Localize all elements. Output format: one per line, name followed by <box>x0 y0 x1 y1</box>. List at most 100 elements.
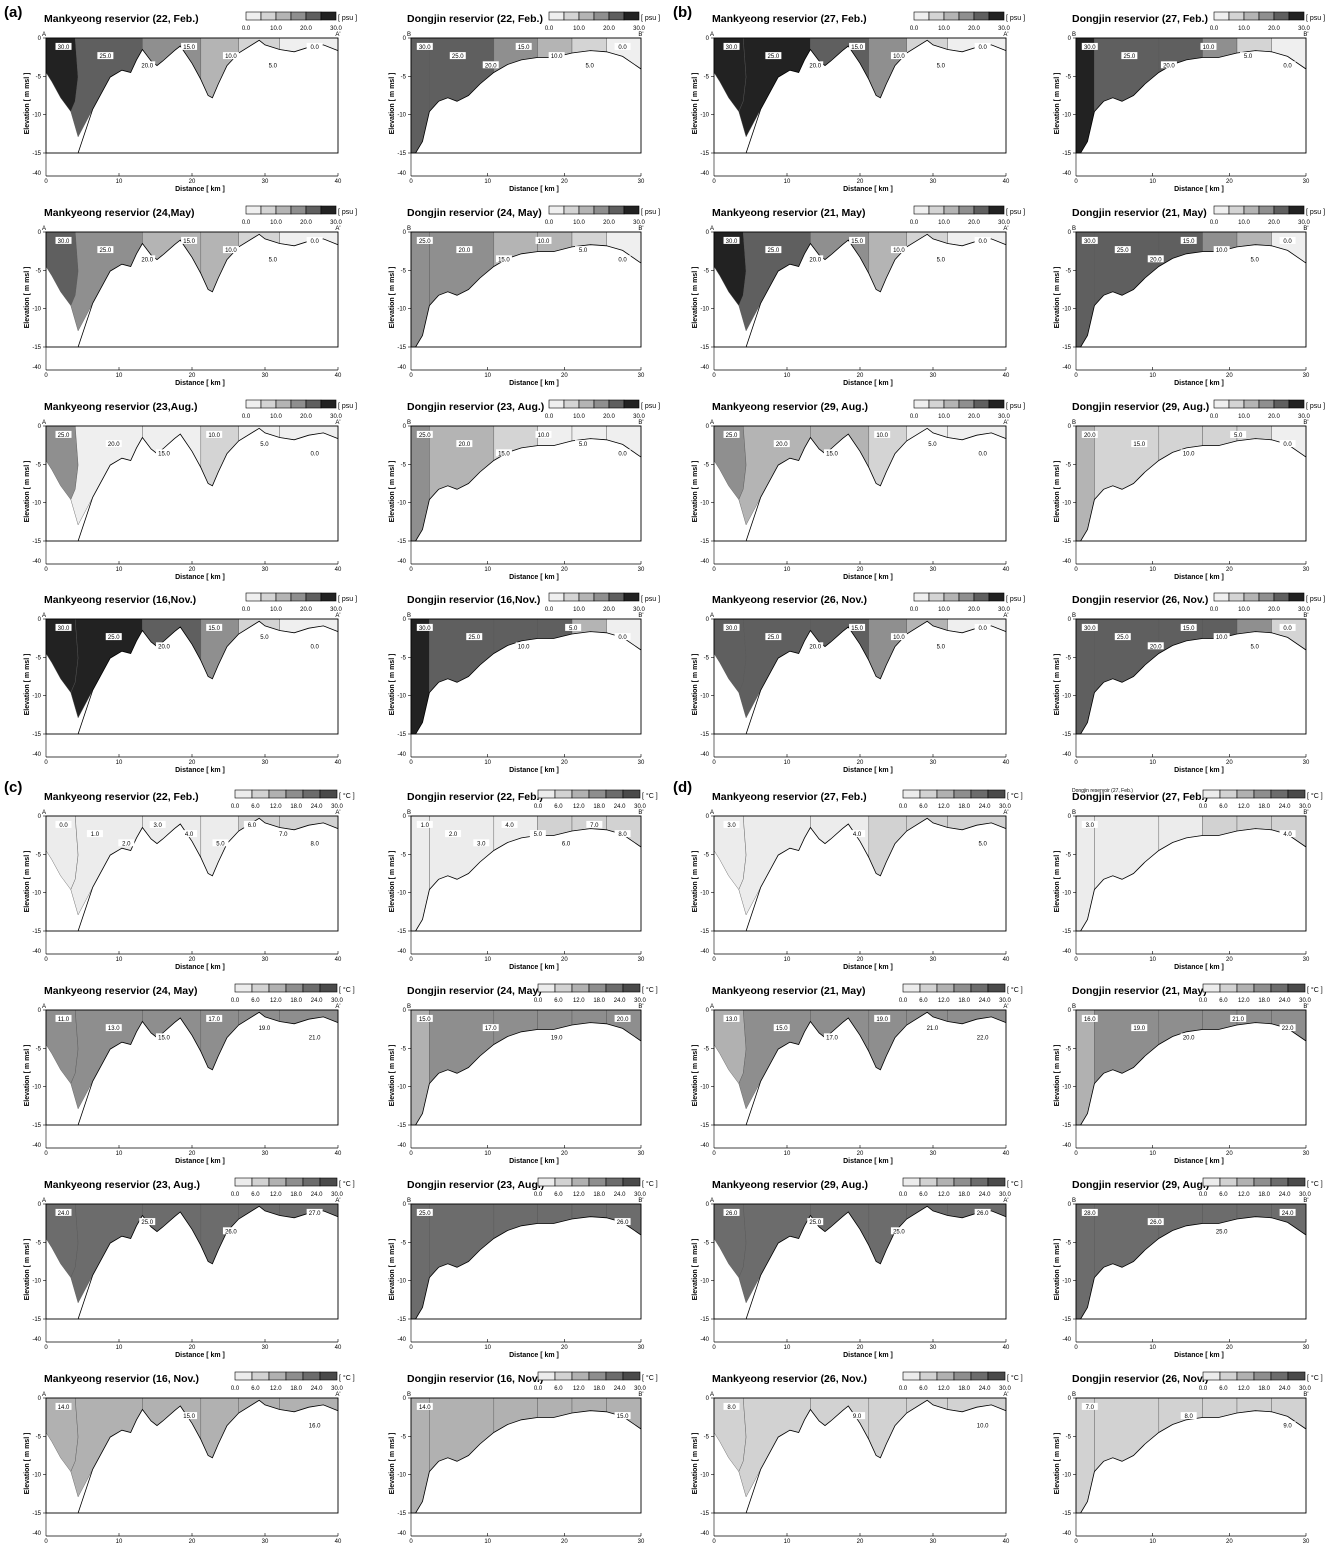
legend-tick-label: 10.0 <box>573 26 585 32</box>
y-tick-label: -5 <box>401 462 407 468</box>
section-mark-end: A' <box>335 420 340 426</box>
section-mark-start: B <box>407 420 411 426</box>
contour-label: 20.0 <box>459 248 471 254</box>
legend-swatch <box>319 1371 338 1381</box>
legend-swatch <box>913 399 930 409</box>
contour-label: 8.0 <box>727 1405 736 1411</box>
y-tick-label: -40 <box>1062 559 1071 565</box>
contour-label-bg <box>306 839 323 847</box>
contour-label-bg <box>1213 633 1230 641</box>
contour-label-bg <box>256 1024 273 1032</box>
x-tick-label: 0 <box>409 1345 413 1351</box>
contour-label: 25.0 <box>726 433 738 439</box>
contour-label: 0.0 <box>1283 63 1292 69</box>
legend-swatch <box>605 1177 624 1187</box>
x-tick-label: 20 <box>1226 760 1233 766</box>
contour-label-bg <box>1081 42 1098 50</box>
legend-swatch <box>571 1177 590 1187</box>
legend-swatch <box>302 789 321 799</box>
legend-tick-label: 12.0 <box>573 804 585 810</box>
legend-tick-label: 30.0 <box>634 1192 646 1198</box>
legend-swatch <box>1288 399 1305 409</box>
y-tick-label: -5 <box>36 852 42 858</box>
x-tick-label: 10 <box>1149 760 1156 766</box>
seabed-mask <box>415 1022 641 1125</box>
y-axis-label: Elevation [ m msl ] <box>24 1433 31 1495</box>
x-tick-label: 20 <box>189 1539 196 1545</box>
y-tick-label: -40 <box>700 559 709 565</box>
y-tick-label: -5 <box>1066 268 1072 274</box>
contour-label-bg <box>1131 440 1148 448</box>
legend-unit: [ psu ] <box>1006 596 1025 603</box>
legend-tick-label: 30.0 <box>633 414 645 420</box>
contour-label: 25.0 <box>768 248 780 254</box>
x-tick-label: 0 <box>409 373 413 379</box>
x-tick-label: 20 <box>857 1151 864 1157</box>
y-axis-label: Elevation [ m msl ] <box>1054 73 1061 135</box>
contour-label-bg <box>1213 1227 1230 1235</box>
y-tick-label: -10 <box>32 501 41 507</box>
contour-label-bg <box>974 623 991 631</box>
y-tick-label: -5 <box>1066 852 1072 858</box>
legend-swatch <box>988 399 1005 409</box>
legend-tick-label: 0.0 <box>534 1192 543 1198</box>
contour-label: 25.0 <box>141 1220 153 1226</box>
contour-label-bg <box>1081 623 1098 631</box>
legend-tick-label: 20.0 <box>300 607 312 613</box>
legend-tick-label: 30.0 <box>634 1386 646 1392</box>
x-axis-label: Distance [ km ] <box>843 1352 893 1359</box>
contour-label: 15.0 <box>208 626 220 632</box>
y-tick-label: -5 <box>401 1434 407 1440</box>
contour-label-bg <box>614 633 631 641</box>
chart-mankyeong: Mankyeong reservior (27, Feb.) 0.0 10.0 20.… <box>692 11 1025 193</box>
legend-unit: [ °C ] <box>1307 986 1323 994</box>
contour-label-bg <box>849 623 866 631</box>
legend-tick-label: 30.0 <box>331 1386 343 1392</box>
x-tick-label: 0 <box>44 567 48 573</box>
contour-label: 19.0 <box>876 1017 888 1023</box>
contour-label-bg <box>181 830 198 838</box>
y-tick-label: -15 <box>32 1511 41 1517</box>
legend-tick-label: 12.0 <box>938 1192 950 1198</box>
legend-tick-label: 30.0 <box>998 607 1010 613</box>
chart-title: Mankyeong reservior (24,May) <box>44 207 195 219</box>
x-tick-label: 30 <box>1303 1539 1310 1545</box>
x-tick-label: 30 <box>262 179 269 185</box>
contour-label-bg <box>614 449 631 457</box>
legend-tick-label: 20.0 <box>603 220 615 226</box>
x-tick-label: 10 <box>1149 179 1156 185</box>
y-tick-label: -10 <box>1062 307 1071 313</box>
section-mark-end: B' <box>638 420 643 426</box>
y-tick-label: -40 <box>32 1531 41 1537</box>
legend-swatch <box>987 1177 1006 1187</box>
plot-frame <box>410 1009 642 1126</box>
y-tick-label: -40 <box>397 1531 406 1537</box>
plot-frame <box>45 1397 339 1514</box>
chart-title: Mankyeong reservior (23, Aug.) <box>44 1179 200 1191</box>
contour-label: 25.0 <box>768 635 780 641</box>
chart-note: Dongjin reservoir (27, Feb.) <box>1072 788 1133 794</box>
legend-tick-label: 12.0 <box>1238 1386 1250 1392</box>
contour-label: 6.0 <box>248 823 257 829</box>
legend-swatch <box>290 11 307 21</box>
section-mark-start: B <box>1072 226 1076 232</box>
contour-label-bg <box>1200 42 1217 50</box>
legend-tick-label: 0.0 <box>1199 1192 1208 1198</box>
contour-label: 25.0 <box>1216 1229 1228 1235</box>
legend-swatch <box>251 1177 270 1187</box>
contour-label: 20.0 <box>1163 63 1175 69</box>
seabed-mask <box>1080 438 1306 541</box>
x-tick-label: 20 <box>857 567 864 573</box>
legend-tick-label: 0.0 <box>1210 220 1219 226</box>
x-tick-label: 30 <box>262 1151 269 1157</box>
y-tick-label: -15 <box>700 539 709 545</box>
legend-swatch <box>245 592 262 602</box>
legend-swatch <box>958 11 975 21</box>
contour-label-bg <box>548 1033 565 1041</box>
legend-tick-label: 12.0 <box>938 998 950 1004</box>
legend-swatch <box>936 983 955 993</box>
legend-tick-label: 6.0 <box>919 1386 928 1392</box>
x-axis-label: Distance [ km ] <box>175 380 225 387</box>
bed-line <box>415 828 642 932</box>
contour-label: 15.0 <box>183 1414 195 1420</box>
